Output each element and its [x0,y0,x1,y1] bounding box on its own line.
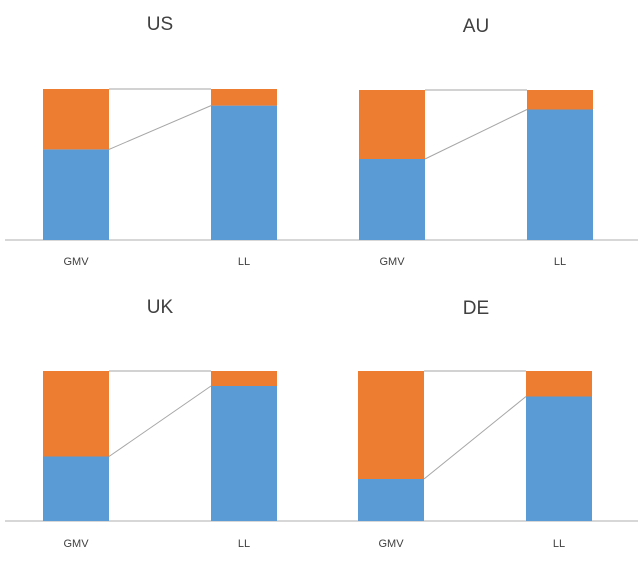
connector-series-au [424,109,528,160]
bar-de-ll-seg2 [526,371,592,397]
tick-label-us-ll: LL [238,256,250,268]
bar-au-gmv-seg1 [359,159,425,240]
connector-series-de [423,396,527,480]
bar-de-gmv-seg2 [358,371,424,479]
chart-title-uk: UK [147,297,174,318]
bar-au-ll-seg2 [527,90,593,110]
tick-label-us-gmv: GMV [63,256,89,268]
bar-de-gmv-seg1 [358,479,424,521]
bar-de-ll-seg1 [526,396,592,521]
tick-label-uk-gmv: GMV [63,538,89,550]
bar-us-gmv-seg1 [43,149,109,240]
bar-uk-ll-seg2 [211,371,277,386]
bar-au-gmv-seg2 [359,90,425,159]
bar-uk-gmv-seg2 [43,371,109,457]
connector-series-uk [108,385,212,457]
bar-us-ll-seg1 [211,105,277,240]
tick-label-de-gmv: GMV [378,538,404,550]
connector-series-us [108,105,212,150]
tick-label-uk-ll: LL [238,538,250,550]
tick-label-au-gmv: GMV [379,256,405,268]
chart-title-us: US [147,14,173,35]
bar-us-gmv-seg2 [43,89,109,150]
bar-au-ll-seg1 [527,109,593,240]
bar-us-ll-seg2 [211,89,277,106]
chart-title-au: AU [463,16,489,37]
bar-uk-ll-seg1 [211,386,277,521]
tick-label-au-ll: LL [554,256,566,268]
tick-label-de-ll: LL [553,538,565,550]
chart-title-de: DE [463,298,489,319]
bar-uk-gmv-seg1 [43,456,109,521]
